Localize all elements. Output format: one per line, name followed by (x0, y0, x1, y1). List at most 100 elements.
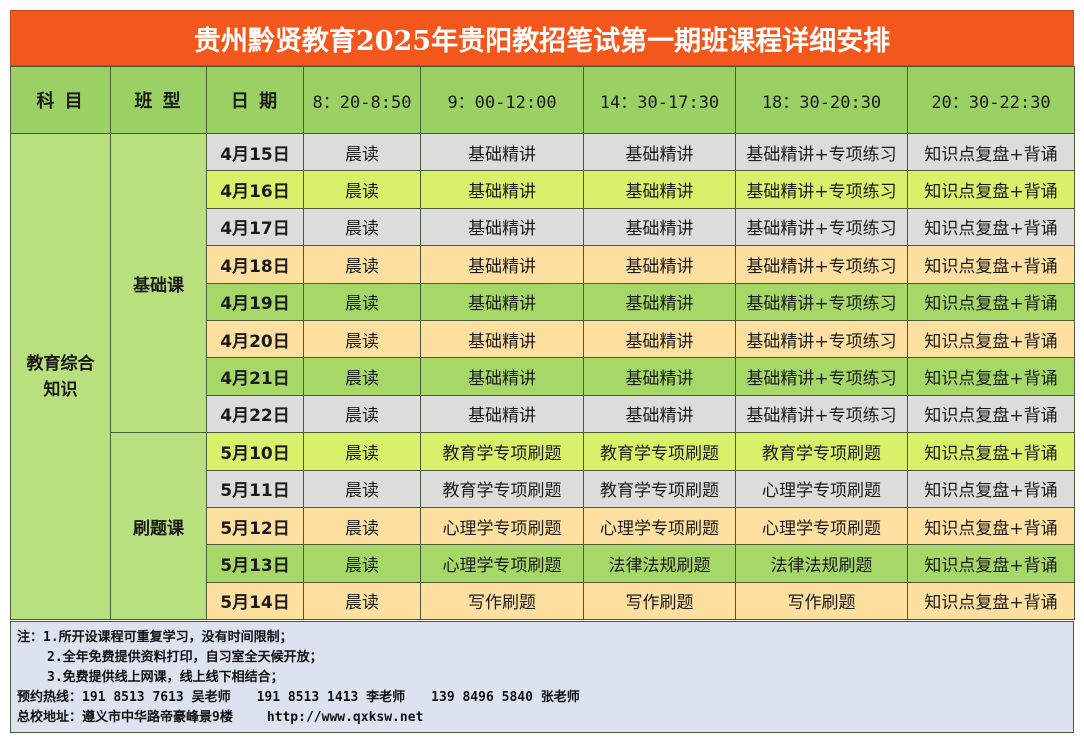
note-line: 注：1.所开设课程可重复学习，没有时间限制； (17, 630, 293, 645)
session-cell: 法律法规刷题 (735, 544, 908, 583)
date-cell: 4月18日 (206, 245, 304, 284)
table-row: 4月16日 晨读 基础精讲 基础精讲 基础精讲+专项练习 知识点复盘+背诵 (11, 170, 1075, 209)
date-cell: 4月15日 (206, 132, 304, 172)
session-cell: 基础精讲 (420, 319, 584, 359)
date-cell: 5月13日 (206, 544, 304, 583)
session-cell: 知识点复盘+背诵 (907, 207, 1075, 247)
session-cell: 基础精讲+专项练习 (735, 207, 908, 247)
session-cell: 写作刷题 (583, 581, 736, 621)
session-cell: 基础精讲 (583, 170, 736, 209)
session-cell: 基础精讲 (583, 394, 736, 434)
session-cell: 知识点复盘+背诵 (907, 581, 1075, 621)
session-cell: 法律法规刷题 (583, 544, 736, 583)
address: 总校地址：遵义市中华路帝豪峰景9楼 (17, 710, 233, 725)
header-slot: 20：30-22:30 (907, 66, 1075, 134)
table-row: 4月18日 晨读 基础精讲 基础精讲 基础精讲+专项练习 知识点复盘+背诵 (11, 245, 1075, 284)
session-cell: 心理学专项刷题 (420, 544, 584, 583)
session-cell: 心理学专项刷题 (420, 506, 584, 546)
header-class-type: 班 型 (110, 66, 207, 134)
table-row: 刷题课 5月10日 晨读 教育学专项刷题 教育学专项刷题 教育学专项刷题 知识点复盘+背诵 (11, 432, 1075, 621)
session-cell: 基础精讲 (420, 207, 584, 247)
session-cell: 知识点复盘+背诵 (907, 282, 1075, 321)
session-cell: 知识点复盘+背诵 (907, 319, 1075, 359)
table-row: 5月11日 晨读 教育学专项刷题 教育学专项刷题 心理学专项刷题 知识点复盘+背诵 (11, 469, 1075, 508)
header-slot: 14：30-17:30 (583, 66, 736, 134)
header-subject: 科 目 (10, 66, 111, 134)
table-row: 5月12日 晨读 心理学专项刷题 心理学专项刷题 心理学专项刷题 知识点复盘+背诵 (11, 506, 1075, 546)
session-cell: 晨读 (303, 506, 421, 546)
date-cell: 4月17日 (206, 207, 304, 247)
header-date: 日 期 (206, 66, 304, 134)
session-cell: 教育学专项刷题 (735, 432, 908, 471)
table-row: 4月21日 晨读 基础精讲 基础精讲 基础精讲+专项练习 知识点复盘+背诵 (11, 357, 1075, 396)
session-cell: 基础精讲+专项练习 (735, 170, 908, 209)
date-cell: 4月16日 (206, 170, 304, 209)
session-cell: 基础精讲 (420, 170, 584, 209)
contact: 191 8513 7613 吴老师 (82, 690, 231, 705)
session-cell: 写作刷题 (735, 581, 908, 621)
session-cell: 心理学专项刷题 (583, 506, 736, 546)
hotline-line: 预约热线：191 8513 7613 吴老师 191 8513 1413 李老师 1… (17, 688, 1067, 708)
session-cell: 晨读 (303, 170, 421, 209)
date-cell: 4月21日 (206, 357, 304, 396)
subject-cell: 教育综合知识 (10, 132, 111, 621)
session-cell: 知识点复盘+背诵 (907, 432, 1075, 471)
date-cell: 4月22日 (206, 394, 304, 434)
session-cell: 基础精讲 (583, 207, 736, 247)
session-cell: 晨读 (303, 282, 421, 321)
session-cell: 知识点复盘+背诵 (907, 506, 1075, 546)
session-cell: 晨读 (303, 319, 421, 359)
session-cell: 晨读 (303, 245, 421, 284)
session-cell: 教育学专项刷题 (420, 432, 584, 471)
session-cell: 基础精讲 (420, 132, 584, 172)
session-cell: 知识点复盘+背诵 (907, 357, 1075, 396)
date-cell: 5月10日 (206, 432, 304, 471)
website-link[interactable]: http://www.qxksw.net (266, 710, 424, 725)
session-cell: 基础精讲 (583, 132, 736, 172)
header-slot: 18：30-20:30 (735, 66, 908, 134)
session-cell: 知识点复盘+背诵 (907, 469, 1075, 508)
note-line: 2.全年免费提供资料打印，自习室全天候开放； (47, 650, 323, 665)
address-line: 总校地址：遵义市中华路帝豪峰景9楼 http://www.qxksw.net (17, 708, 1067, 728)
table-row: 5月13日 晨读 心理学专项刷题 法律法规刷题 法律法规刷题 知识点复盘+背诵 (11, 544, 1075, 583)
header-slot: 9：00-12:00 (420, 66, 584, 134)
session-cell: 晨读 (303, 132, 421, 172)
session-cell: 知识点复盘+背诵 (907, 245, 1075, 284)
session-cell: 知识点复盘+背诵 (907, 132, 1075, 172)
session-cell: 基础精讲 (420, 245, 584, 284)
table-row: 4月19日 晨读 基础精讲 基础精讲 基础精讲+专项练习 知识点复盘+背诵 (11, 282, 1075, 321)
table-row: 4月20日 晨读 基础精讲 基础精讲 基础精讲+专项练习 知识点复盘+背诵 (11, 319, 1075, 359)
session-cell: 晨读 (303, 544, 421, 583)
contact: 139 8496 5840 张老师 (431, 690, 580, 705)
session-cell: 基础精讲 (583, 282, 736, 321)
session-cell: 基础精讲 (420, 282, 584, 321)
session-cell: 晨读 (303, 581, 421, 621)
session-cell: 晨读 (303, 432, 421, 471)
class-type-cell: 刷题课 (110, 432, 207, 621)
session-cell: 基础精讲+专项练习 (735, 282, 908, 321)
session-cell: 基础精讲 (583, 357, 736, 396)
date-cell: 4月20日 (206, 319, 304, 359)
date-cell: 5月14日 (206, 581, 304, 621)
date-cell: 5月11日 (206, 469, 304, 508)
session-cell: 知识点复盘+背诵 (907, 544, 1075, 583)
session-cell: 基础精讲 (420, 357, 584, 396)
session-cell: 心理学专项刷题 (735, 506, 908, 546)
session-cell: 晨读 (303, 394, 421, 434)
class-type-cell: 基础课 (110, 132, 207, 434)
header-row: 科 目 班 型 日 期 8：20-8:50 9：00-12:00 14：30-1… (10, 66, 1075, 134)
session-cell: 基础精讲+专项练习 (735, 132, 908, 172)
header-slot: 8：20-8:50 (303, 66, 421, 134)
session-cell: 基础精讲 (583, 319, 736, 359)
session-cell: 知识点复盘+背诵 (907, 170, 1075, 209)
session-cell: 心理学专项刷题 (735, 469, 908, 508)
date-cell: 5月12日 (206, 506, 304, 546)
table-row: 4月17日 晨读 基础精讲 基础精讲 基础精讲+专项练习 知识点复盘+背诵 (11, 207, 1075, 247)
note-line: 3.免费提供线上网课，线上线下相结合； (47, 670, 284, 685)
table-row: 5月14日 晨读 写作刷题 写作刷题 写作刷题 知识点复盘+背诵 (11, 581, 1075, 621)
table-row: 4月22日 晨读 基础精讲 基础精讲 基础精讲+专项练习 知识点复盘+背诵 (11, 394, 1075, 434)
schedule-table: 科 目 班 型 日 期 8：20-8:50 9：00-12:00 14：30-1… (10, 66, 1075, 621)
session-cell: 基础精讲 (420, 394, 584, 434)
session-cell: 基础精讲+专项练习 (735, 245, 908, 284)
session-cell: 晨读 (303, 357, 421, 396)
